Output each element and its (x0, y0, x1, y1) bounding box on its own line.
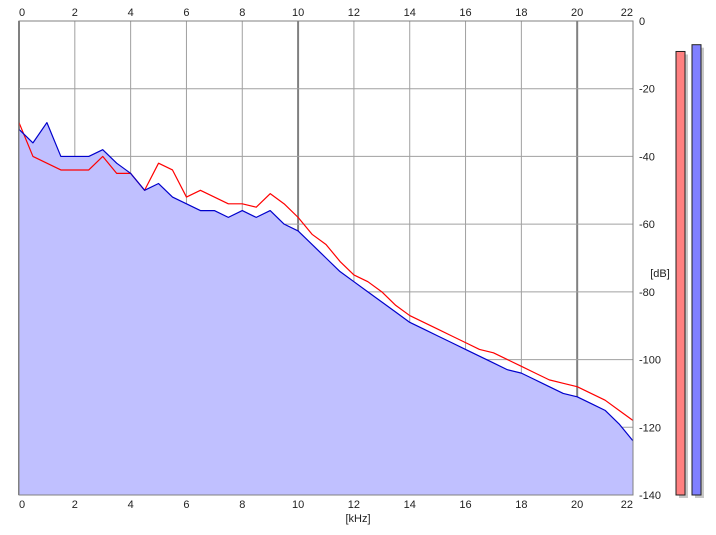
x-tick-label: 4 (128, 7, 134, 19)
y-tick-label: -20 (639, 84, 655, 96)
series-line-red (18, 122, 634, 421)
x-tick-labels-top: 0 2 4 6 8 10 12 14 16 18 20 22 (19, 7, 633, 19)
y-tick-label: -100 (639, 355, 661, 367)
x-tick-label: 10 (292, 7, 304, 19)
y-tick-label: -120 (639, 422, 661, 434)
x-tick-label: 14 (404, 499, 416, 511)
x-tick-label: 6 (183, 499, 189, 511)
x-tick-label: 22 (621, 7, 633, 19)
level-meter-right (691, 44, 702, 496)
x-tick-label: 2 (72, 7, 78, 19)
x-tick-label: 4 (128, 499, 134, 511)
level-meters (675, 44, 704, 498)
x-tick-label: 16 (459, 499, 471, 511)
y-tick-label: -40 (639, 151, 655, 163)
x-tick-label: 20 (571, 7, 583, 19)
x-tick-label: 0 (19, 7, 25, 19)
x-tick-label: 6 (183, 7, 189, 19)
series-line-blue (18, 121, 634, 442)
x-tick-label: 20 (571, 499, 583, 511)
x-tick-labels-bottom: 0 2 4 6 8 10 12 14 16 18 20 22 (19, 499, 633, 511)
x-tick-label: 16 (459, 7, 471, 19)
y-tick-labels: 0 -20 -40 -60 -80 -100 -120 -140 (639, 16, 661, 502)
x-tick-label: 18 (515, 7, 527, 19)
x-tick-label: 22 (621, 499, 633, 511)
x-tick-label: 8 (239, 7, 245, 19)
x-tick-label: 14 (404, 7, 416, 19)
spectrum-fill (19, 122, 633, 496)
y-axis-label: [dB] (650, 268, 670, 280)
x-tick-label: 18 (515, 499, 527, 511)
level-meter-left (675, 50, 686, 496)
x-tick-label: 2 (72, 499, 78, 511)
x-axis-label: [kHz] (345, 513, 370, 525)
x-tick-label: 0 (19, 499, 25, 511)
x-tick-label: 8 (239, 499, 245, 511)
y-tick-label: -140 (639, 490, 661, 502)
y-tick-label: 0 (639, 16, 645, 28)
spectrum-area (19, 122, 633, 496)
x-tick-label: 10 (292, 499, 304, 511)
x-tick-label: 12 (348, 7, 360, 19)
spectrum-lines (18, 121, 634, 442)
y-tick-label: -80 (639, 287, 655, 299)
x-tick-label: 12 (348, 499, 360, 511)
y-tick-label: -60 (639, 219, 655, 231)
plot-border (18, 20, 634, 496)
